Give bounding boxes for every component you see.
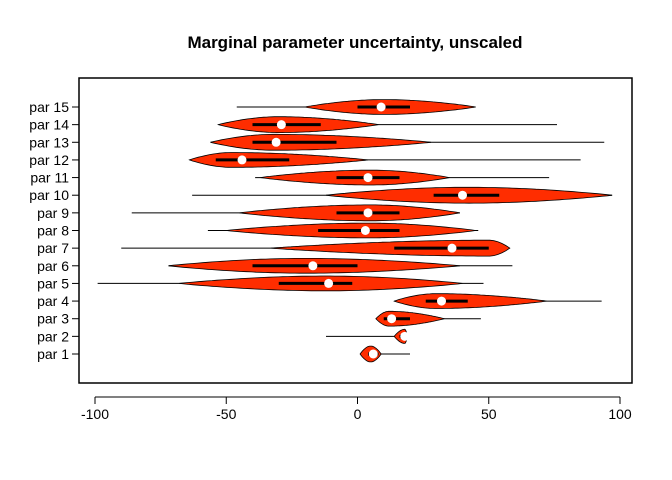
violin-body [393,293,547,309]
y-tick-label: par 9 [37,205,69,221]
x-tick-label: -100 [81,406,109,422]
x-tick-label: 0 [354,406,362,422]
chart-title: Marginal parameter uncertainty, unscaled [187,33,522,52]
violin-median [271,137,281,147]
violin-median [363,208,373,218]
y-tick-label: par 3 [37,311,69,327]
violin-median [276,120,286,130]
y-tick-label: par 8 [37,223,69,239]
y-tick-label: par 7 [37,240,69,256]
violin-median [387,314,397,324]
y-tick-label: par 5 [37,275,69,291]
violin-median [368,349,378,359]
y-tick-label: par 1 [37,346,69,362]
violin-median [400,331,410,341]
y-tick-label: par 11 [30,170,69,186]
y-tick-label: par 12 [29,152,69,168]
x-tick-label: 50 [481,406,497,422]
violin-median [376,102,386,112]
violin-median [447,243,457,253]
violin-median [308,261,318,271]
x-tick-label: -50 [216,406,236,422]
violin-median [458,190,467,200]
violin-median [237,155,247,165]
y-tick-label: par 4 [37,293,69,309]
violin-median [363,173,373,183]
x-tick-label: 100 [608,406,632,422]
y-tick-label: par 10 [29,187,69,203]
y-tick-label: par 6 [37,258,69,274]
violin-median [324,278,334,288]
y-tick-label: par 2 [37,328,69,344]
violin-median [360,226,370,235]
violin-layer [97,99,613,363]
y-tick-label: par 15 [29,99,69,115]
y-tick-label: par 13 [29,134,69,150]
x-axis: -100 -50 0 50 100 [81,396,632,422]
y-tick-label: par 14 [29,117,69,133]
violin-median [437,296,446,306]
